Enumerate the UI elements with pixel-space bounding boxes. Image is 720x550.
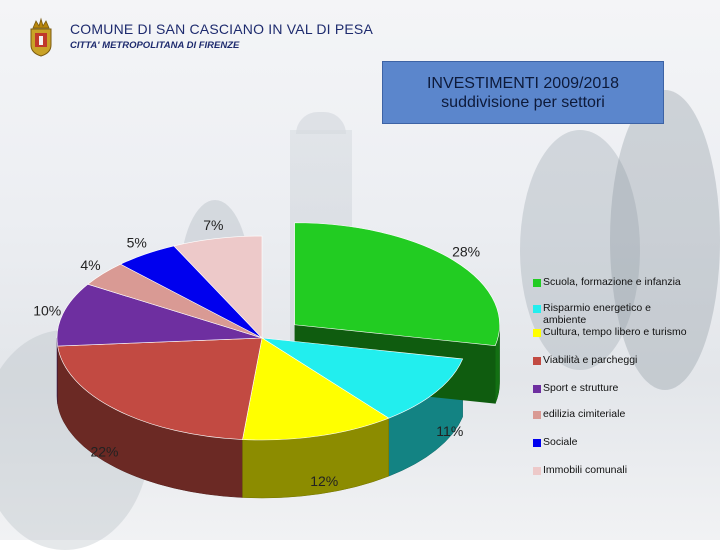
pie-data-label: 10% [33, 303, 61, 319]
legend-swatch [533, 411, 541, 419]
legend-swatch [533, 439, 541, 447]
legend-label: Scuola, formazione e infanzia [543, 276, 681, 288]
pie-data-label: 22% [90, 443, 118, 459]
pie-data-label: 7% [203, 217, 223, 233]
legend-item: Risparmio energetico e ambiente [533, 302, 713, 326]
legend-swatch [533, 279, 541, 287]
legend-item: Immobili comunali [533, 464, 713, 476]
pie-data-label: 11% [436, 423, 463, 439]
legend-swatch [533, 357, 541, 365]
pie-data-label: 4% [80, 257, 100, 273]
legend-label: Sport e strutture [543, 382, 618, 394]
legend-label: Immobili comunali [543, 464, 627, 476]
legend-label: Cultura, tempo libero e turismo [543, 326, 687, 338]
pie-slice [295, 223, 500, 346]
pie-data-label: 12% [310, 473, 338, 489]
legend-swatch [533, 467, 541, 475]
legend-item: Cultura, tempo libero e turismo [533, 326, 713, 338]
legend-swatch [533, 329, 541, 337]
legend-item: Scuola, formazione e infanzia [533, 276, 713, 288]
legend-label: edilizia cimiteriale [543, 408, 625, 420]
legend-item: Viabilità e parcheggi [533, 354, 713, 366]
legend-label: Sociale [543, 436, 577, 448]
pie-data-label: 5% [127, 234, 147, 250]
legend-swatch [533, 305, 541, 313]
legend-label: Risparmio energetico e ambiente [543, 302, 663, 326]
legend-item: Sport e strutture [533, 382, 713, 394]
pie-data-label: 28% [452, 244, 480, 260]
legend-label: Viabilità e parcheggi [543, 354, 637, 366]
legend-swatch [533, 385, 541, 393]
legend-item: Sociale [533, 436, 713, 448]
legend-item: edilizia cimiteriale [533, 408, 713, 420]
